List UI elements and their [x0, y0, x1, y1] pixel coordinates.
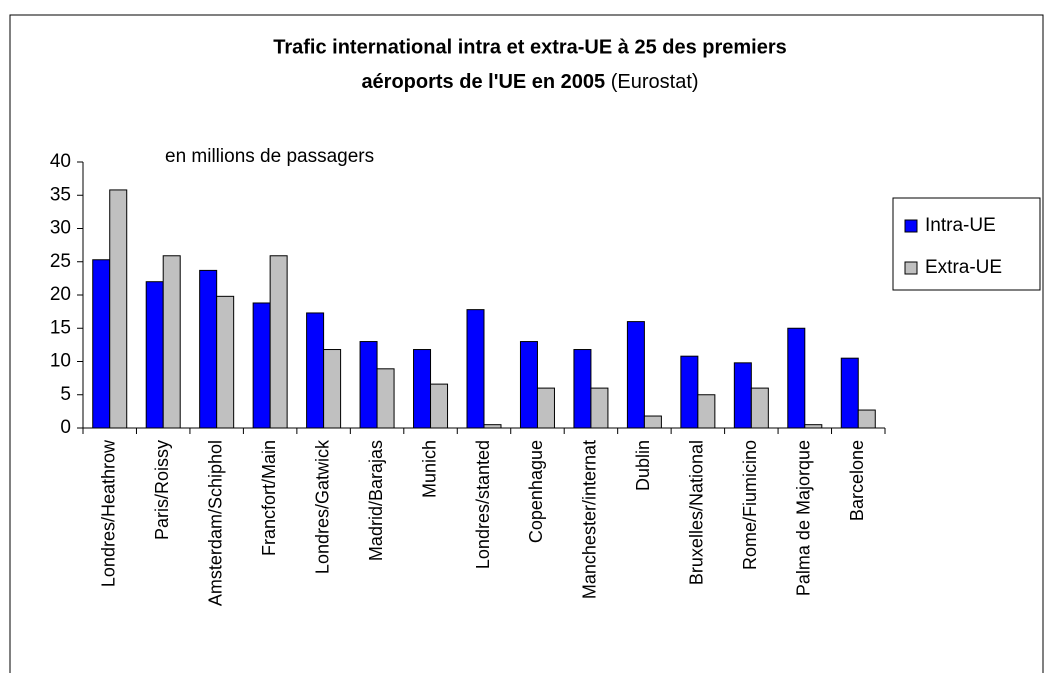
bar	[199, 269, 218, 429]
x-tick-label: Amsterdam/Schiphol	[205, 440, 225, 606]
bar	[413, 349, 432, 429]
bar	[840, 357, 859, 429]
y-tick-label: 5	[60, 384, 71, 405]
bar	[697, 394, 716, 429]
bar	[466, 309, 485, 429]
chart-frame	[9, 14, 1044, 673]
bar	[306, 312, 325, 429]
bar	[519, 341, 538, 429]
chart-title: aéroports de l'UE en 2005 (Eurostat)	[361, 71, 698, 93]
x-tick-label: Madrid/Barajas	[366, 440, 386, 561]
annotation: en millions de passagers	[165, 146, 374, 167]
chart-title: Trafic international intra et extra-UE à…	[273, 36, 787, 58]
bar	[430, 383, 449, 429]
bar	[252, 302, 271, 429]
legend-label: Extra-UE	[925, 257, 1002, 278]
legend-swatch	[904, 219, 918, 233]
legend-box	[892, 197, 1041, 291]
bar	[376, 368, 395, 429]
x-tick-label: Paris/Roissy	[152, 440, 172, 540]
x-tick-label: Londres/Heathrow	[98, 439, 118, 587]
bar	[536, 387, 555, 429]
legend-swatch	[904, 261, 918, 275]
bar	[787, 327, 806, 429]
y-tick-label: 0	[60, 417, 71, 438]
bar	[573, 349, 592, 429]
bar	[162, 255, 181, 429]
bar	[145, 281, 164, 429]
x-tick-label: Rome/Fiumicino	[740, 440, 760, 570]
x-tick-label: Bruxelles/National	[687, 440, 707, 585]
y-tick-label: 30	[50, 218, 71, 239]
y-tick-label: 10	[50, 351, 71, 372]
bar	[483, 424, 502, 429]
y-tick-label: 25	[50, 251, 71, 272]
bar	[590, 387, 609, 429]
y-tick-label: 15	[50, 317, 71, 338]
bar	[323, 349, 342, 429]
x-tick-label: Londres/stanted	[473, 440, 493, 569]
bar	[109, 189, 128, 429]
x-tick-label: Palma de Majorque	[794, 440, 814, 596]
bar	[857, 409, 876, 429]
bar	[750, 387, 769, 429]
y-tick-label: 40	[50, 151, 71, 172]
x-tick-label: Francfort/Main	[259, 440, 279, 556]
bar	[359, 341, 378, 429]
x-tick-label: Dublin	[633, 440, 653, 491]
x-tick-label: Londres/Gatwick	[312, 439, 332, 574]
bar	[733, 362, 752, 429]
y-tick-label: 35	[50, 184, 71, 205]
y-tick-label: 20	[50, 284, 71, 305]
bar	[92, 259, 111, 429]
bar	[804, 424, 823, 429]
x-tick-label: Manchester/internat	[580, 440, 600, 599]
x-tick-label: Barcelone	[847, 440, 867, 521]
bar	[626, 321, 645, 429]
bar	[269, 255, 288, 429]
bar	[643, 415, 662, 429]
bar	[216, 295, 235, 429]
x-tick-label: Munich	[419, 440, 439, 498]
chart-title-part: aéroports de l'UE en 2005	[361, 71, 605, 93]
title-note: (Eurostat)	[611, 71, 699, 93]
bar	[680, 355, 699, 429]
legend-label: Intra-UE	[925, 215, 996, 236]
x-tick-label: Copenhague	[526, 440, 546, 543]
